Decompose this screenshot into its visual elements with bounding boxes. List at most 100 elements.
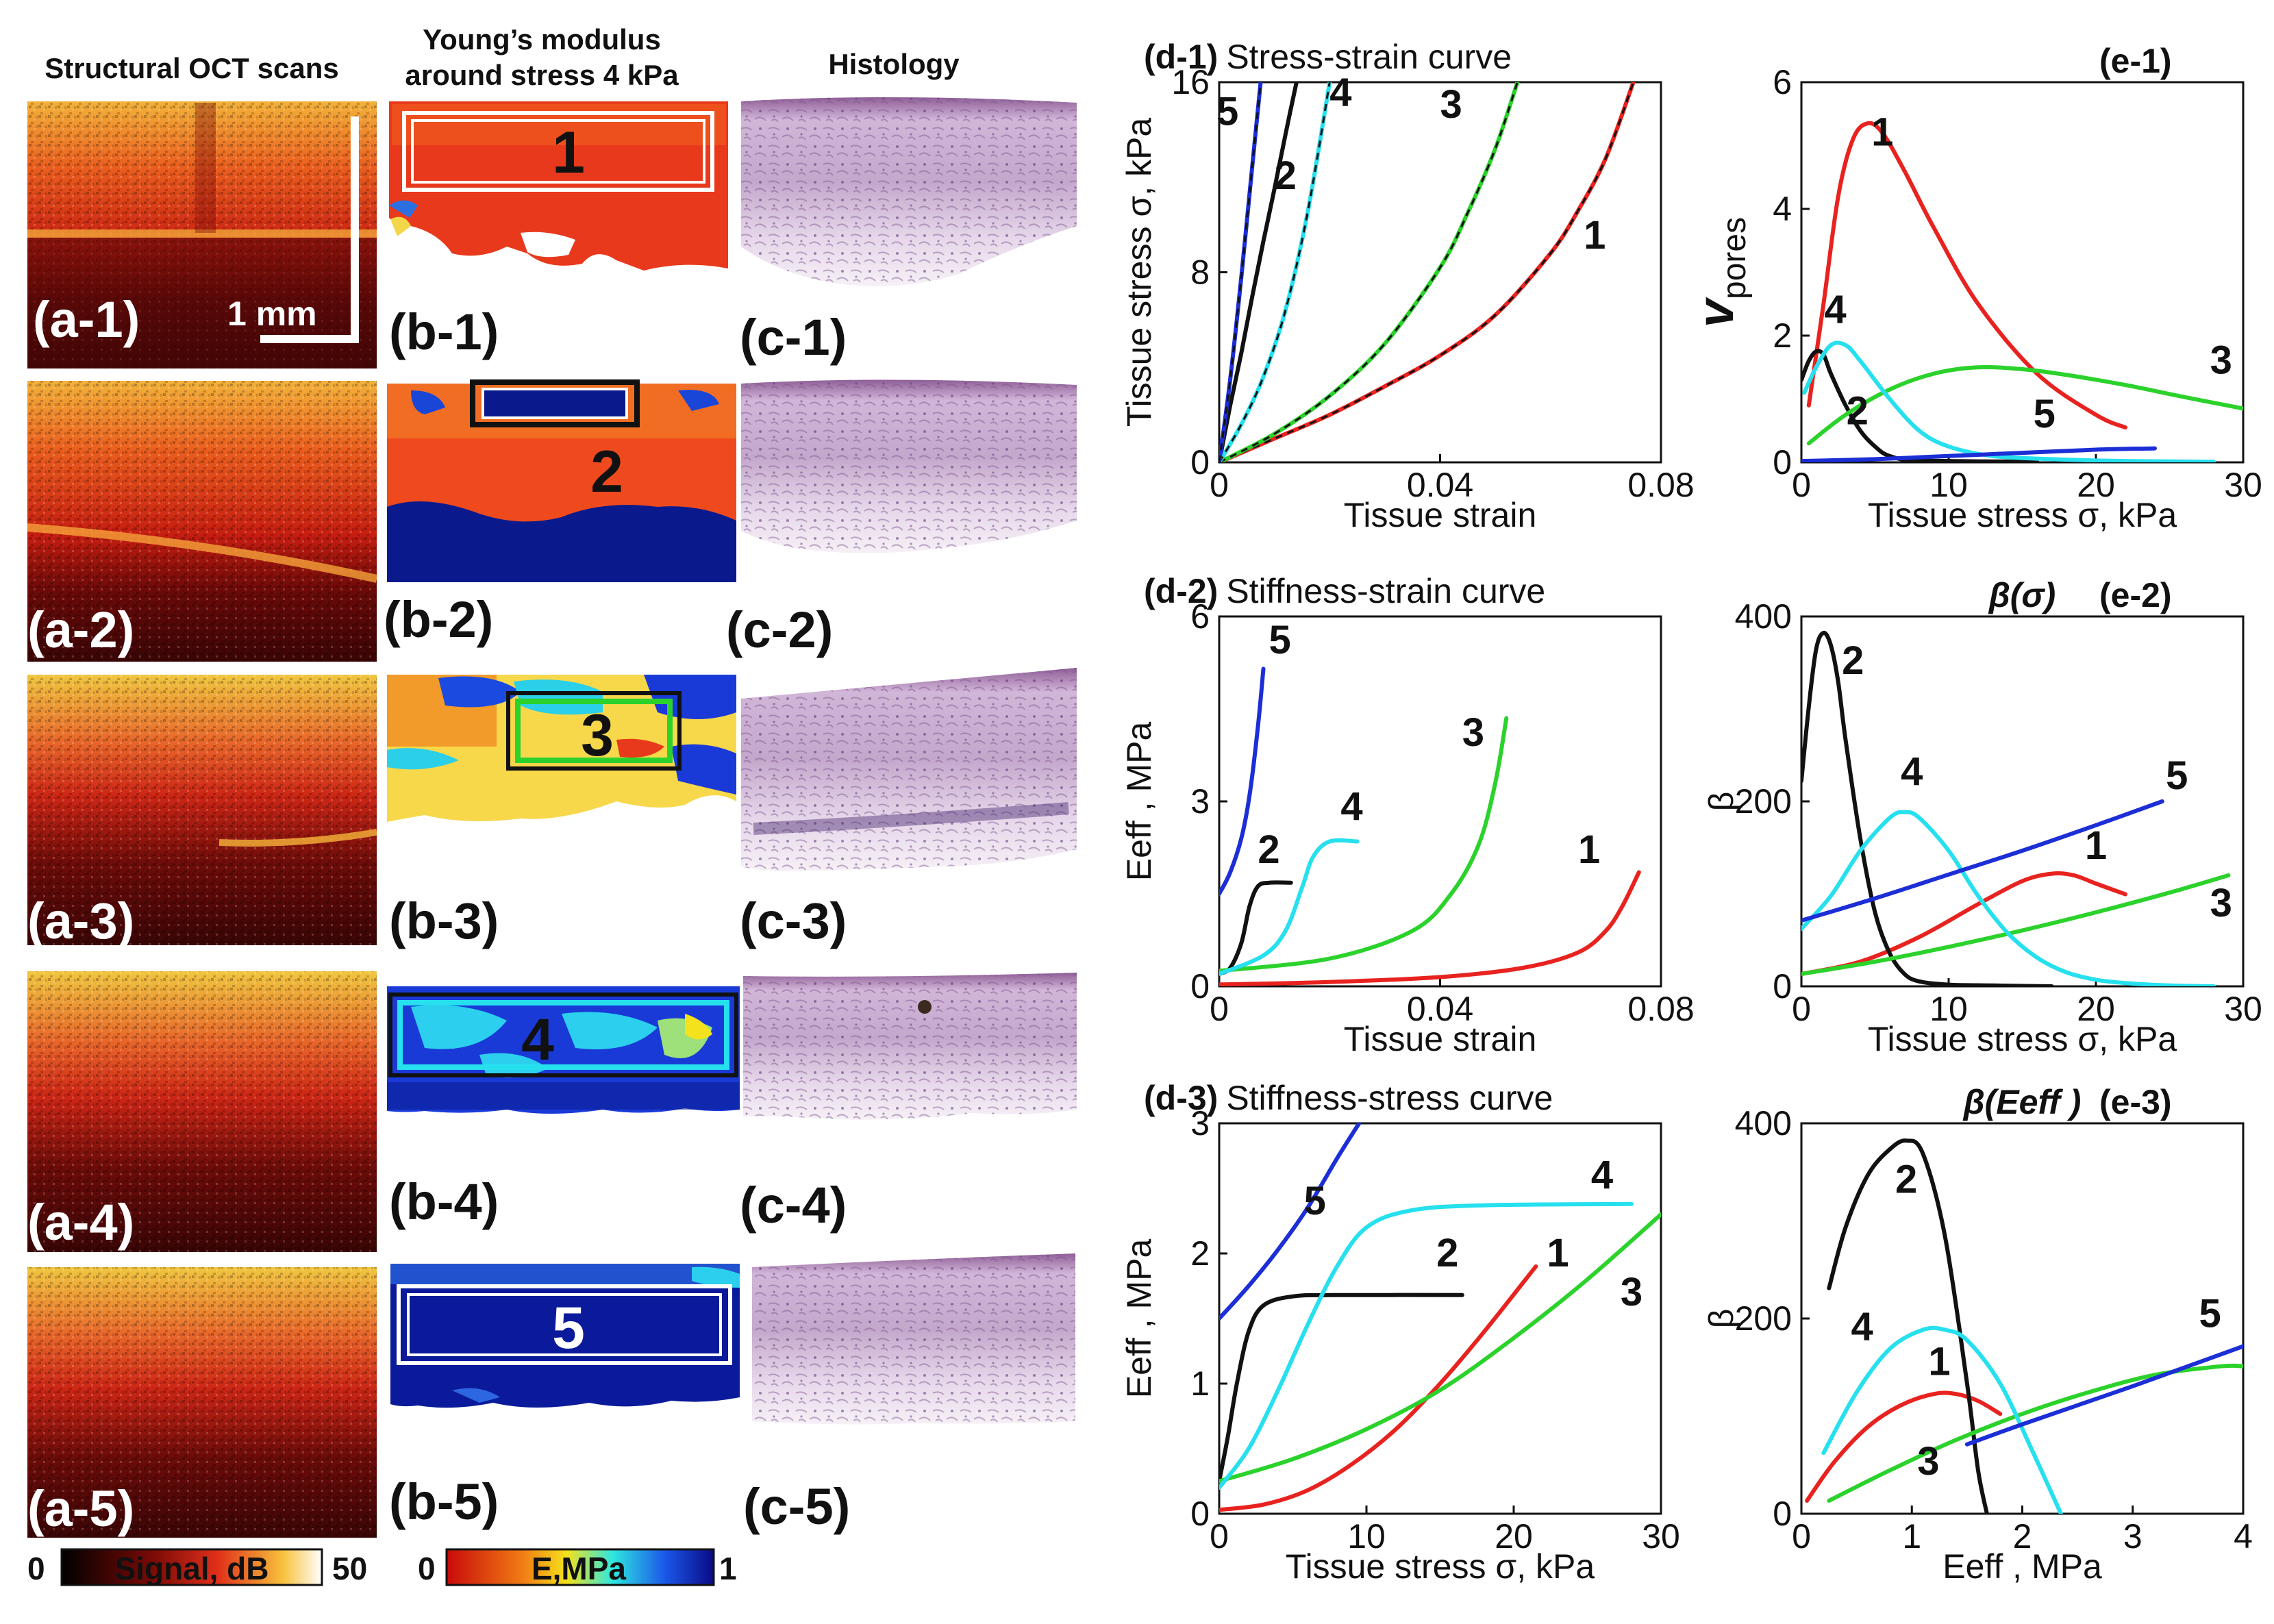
histology-image-5 xyxy=(752,1253,1075,1425)
series-line-1 xyxy=(1806,121,2127,430)
y-tick-label: 6 xyxy=(1190,597,1210,636)
hist-panel-label: (c-1) xyxy=(740,309,847,366)
oct-panel-label: (a-5) xyxy=(27,1480,134,1537)
chart-d2: 0 0.04 0.08 0 3 6 Tissue strain Eeff , MPa (d-2)… xyxy=(1120,572,1695,1058)
modulus-map-4 xyxy=(387,986,740,1114)
histology-column-title: Histology xyxy=(828,48,960,80)
roi-box-5-inner xyxy=(407,1293,722,1356)
series-line-1 xyxy=(1805,1390,2003,1503)
oct-column-title: Structural OCT scans xyxy=(45,52,338,84)
series-number-label: 2 xyxy=(1847,389,1869,434)
fit-line-4 xyxy=(1219,82,1331,462)
x-tick-label: 0 xyxy=(1792,466,1811,504)
series-number-label: 5 xyxy=(2034,392,2056,436)
series-number-label: 1 xyxy=(1871,110,1893,155)
series-line-3 xyxy=(1801,873,2231,976)
roi-box-3-outer xyxy=(506,691,682,771)
oct-panel-label: (a-4) xyxy=(27,1194,134,1251)
y-tick-label: 0 xyxy=(1190,967,1210,1005)
histology-image-4 xyxy=(743,973,1077,1120)
modulus-map-3 xyxy=(387,675,736,822)
modulus-column-title-line2: around stress 4 kPa xyxy=(405,59,679,91)
x-tick-label: 4 xyxy=(2234,1517,2253,1556)
series-line-1 xyxy=(1219,870,1641,986)
series-number-label: 2 xyxy=(1275,153,1297,198)
series-group xyxy=(1801,121,2243,462)
series-line-4 xyxy=(1219,838,1360,976)
panel-id-label: (e-1) xyxy=(2099,42,2172,80)
chart-e3: 0 1 2 3 4 0 200 400 Eeff , MPa β (e-3) β(Eeff ) 1 2 3 4… xyxy=(1702,1083,2253,1586)
y-axis-label: Eeff , MPa xyxy=(1120,1239,1158,1399)
series-number-label: 2 xyxy=(1895,1157,1917,1201)
series-line-4 xyxy=(1821,1325,2063,1514)
series-line-5 xyxy=(1964,1344,2243,1447)
series-number-label: 1 xyxy=(1578,827,1600,872)
series-line-1 xyxy=(1219,82,1636,462)
fit-line-2 xyxy=(1219,82,1298,462)
x-axis-label: Tissue strain xyxy=(1344,496,1537,534)
y-tick-label: 400 xyxy=(1735,1104,1792,1142)
series-number-label: 3 xyxy=(1462,710,1484,755)
roi-box-4-inner xyxy=(397,1000,729,1070)
series-line-4 xyxy=(1219,1201,1634,1490)
panel-id-label: (d-1) Stress-strain curve xyxy=(1144,38,1512,76)
series-number-label: 1 xyxy=(1928,1339,1950,1384)
x-tick-label: 10 xyxy=(1929,990,1968,1028)
x-tick-label: 30 xyxy=(1642,1517,1680,1556)
series-number-label: 4 xyxy=(1824,288,1846,332)
x-tick-label: 0 xyxy=(1210,990,1229,1028)
y-tick-label: 200 xyxy=(1735,1299,1792,1338)
y-tick-label: 16 xyxy=(1171,63,1210,101)
x-tick-label: 10 xyxy=(1347,1517,1386,1556)
series-number-label: 1 xyxy=(2085,823,2107,868)
y-axis-label: Eeff , MPa xyxy=(1120,722,1158,882)
series-line-3 xyxy=(1827,1363,2243,1503)
y-tick-label: 6 xyxy=(1773,63,1792,101)
modulus-colorbar: 0 E,MPa 1 xyxy=(418,1548,737,1586)
hist-panel-label: (c-5) xyxy=(743,1478,850,1535)
y-tick-label: 8 xyxy=(1190,253,1210,292)
series-group xyxy=(1801,630,2231,986)
chart-title: β(σ) xyxy=(1988,576,2056,614)
x-tick-label: 3 xyxy=(2123,1517,2142,1556)
y-tick-label: 3 xyxy=(1190,1104,1210,1142)
roi-box-1-outer xyxy=(402,111,714,192)
y-tick-label: 200 xyxy=(1735,782,1792,821)
x-axis-label: Tissue stress σ, kPa xyxy=(1868,496,2177,534)
series-line-4 xyxy=(1219,82,1332,462)
fit-line-5 xyxy=(1219,82,1262,462)
series-line-2 xyxy=(1801,630,2054,986)
series-number-label: 5 xyxy=(1304,1179,1326,1223)
roi-box-2-outer xyxy=(470,379,640,427)
x-tick-label: 10 xyxy=(1929,466,1968,504)
y-tick-label: 0 xyxy=(1190,1495,1210,1533)
x-tick-label: 0 xyxy=(1792,1517,1811,1556)
x-tick-label: 0.08 xyxy=(1627,990,1694,1028)
y-tick-label: 3 xyxy=(1190,782,1210,821)
map-panel-label: (b-4) xyxy=(389,1173,499,1230)
signal-colorbar-label: Signal, dB xyxy=(115,1551,269,1586)
roi-box-3-inner xyxy=(515,699,673,763)
oct-panel-label: (a-3) xyxy=(27,892,134,949)
oct-panel-label: (a-2) xyxy=(27,601,134,658)
series-line-3 xyxy=(1219,716,1509,973)
histology-image-2 xyxy=(741,379,1077,553)
oct-scan-2 xyxy=(27,381,378,662)
series-line-4 xyxy=(1802,340,2216,462)
series-line-2 xyxy=(1219,82,1299,462)
roi-box-1-inner xyxy=(411,119,705,184)
x-tick-label: 20 xyxy=(2077,466,2115,504)
x-tick-label: 0 xyxy=(1210,1517,1229,1556)
series-number-label: 2 xyxy=(1436,1231,1458,1275)
chart-d3: 0 10 20 30 0 1 2 3 Tissue stress σ, kPa Eeff , MP… xyxy=(1120,1079,1680,1586)
map-panel-label: (b-1) xyxy=(389,303,499,360)
fit-line-1 xyxy=(1219,82,1635,462)
roi-label-4: 4 xyxy=(521,1007,554,1073)
series-line-2 xyxy=(1219,1292,1464,1484)
oct-scan-1 xyxy=(27,101,377,368)
series-number-label: 4 xyxy=(1329,71,1351,115)
hist-panel-label: (c-4) xyxy=(740,1177,847,1234)
